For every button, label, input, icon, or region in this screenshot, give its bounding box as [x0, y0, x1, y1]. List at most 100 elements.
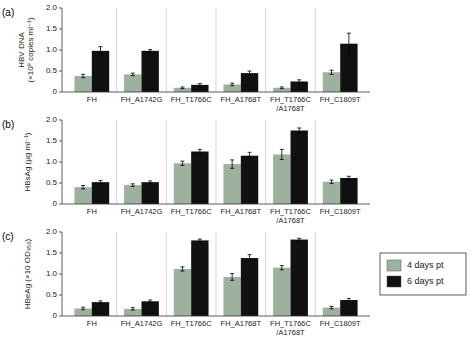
error-cap [230, 168, 234, 169]
label-line: FH_T1766C [171, 319, 212, 328]
error-line [249, 152, 250, 159]
error-bar [347, 298, 351, 301]
error-cap [198, 241, 202, 242]
error-cap [330, 183, 334, 184]
bar [291, 131, 308, 205]
bar [223, 84, 240, 92]
bar [273, 268, 290, 316]
x-tick-label: FH_T1766C [171, 319, 212, 328]
error-cap [131, 73, 135, 74]
y-tick-label: 1.0 [46, 269, 58, 278]
y-tick [59, 92, 62, 93]
bar [223, 164, 240, 204]
error-cap [280, 269, 284, 270]
panel-label: (c) [2, 231, 14, 242]
error-cap [180, 266, 184, 267]
label-line: HBsAg (µg ml⁻¹) [23, 132, 32, 191]
bar [174, 163, 191, 204]
bar [191, 152, 208, 205]
bar [92, 51, 109, 92]
error-cap [248, 71, 252, 72]
error-cap [248, 261, 252, 262]
label-line: FH_A1768T [221, 95, 262, 104]
bar [124, 74, 141, 92]
error-cap [131, 307, 135, 308]
error-line [100, 47, 101, 55]
error-line [249, 71, 250, 75]
error-cap [347, 33, 351, 34]
error-line [100, 180, 101, 183]
error-cap [131, 186, 135, 187]
divider [315, 232, 316, 316]
error-cap [99, 180, 103, 181]
y-tick-label: 1.0 [46, 157, 58, 166]
error-cap [347, 301, 351, 302]
y-tick [59, 120, 62, 121]
x-tick-label: FH_T1766C/A1768T [270, 207, 311, 225]
error-cap [280, 159, 284, 160]
error-line [182, 267, 183, 271]
error-cap [347, 298, 351, 299]
bar [340, 300, 357, 316]
x-tick-label: FH_A1768T [221, 207, 262, 216]
error-cap [280, 86, 284, 87]
x-tick-label: FH_C1809T [320, 95, 361, 104]
error-bar [297, 80, 301, 83]
y-tick-label: 0 [53, 87, 58, 96]
bar [191, 240, 208, 316]
y-axis-label: HBeAg (×10 OD₄₅₀) [23, 238, 32, 309]
label-line: FH [87, 207, 97, 216]
error-cap [280, 149, 284, 150]
bars [74, 128, 357, 204]
error-line [331, 180, 332, 183]
error-cap [297, 238, 301, 239]
error-line [348, 176, 349, 179]
error-line [348, 33, 349, 54]
bar [74, 76, 91, 92]
error-cap [131, 183, 135, 184]
background [0, 0, 474, 351]
error-bar [280, 266, 284, 270]
error-line [232, 160, 233, 168]
bar [174, 88, 191, 92]
divider [116, 232, 117, 316]
error-cap [99, 300, 103, 301]
error-cap [198, 86, 202, 87]
error-bar [81, 307, 85, 310]
x-tick-label: FH [87, 319, 97, 328]
error-cap [230, 273, 234, 274]
bar [323, 72, 340, 92]
panel: 00.51.01.52.0FHFH_A1742GFH_T1766CFH_A176… [2, 115, 370, 225]
legend-swatch [387, 276, 401, 287]
panel: 00.51.01.52.0FHFH_A1742GFH_T1766CFH_A176… [2, 227, 370, 337]
error-bar [131, 308, 135, 311]
divider [166, 8, 167, 92]
error-cap [81, 77, 85, 78]
error-line [281, 149, 282, 159]
label-line: FH_A1742G [121, 319, 163, 328]
legend-frame [380, 253, 466, 295]
error-cap [330, 306, 334, 307]
error-cap [347, 54, 351, 55]
error-bar [180, 161, 184, 165]
label-line: FH_C1809T [320, 319, 361, 328]
bar [223, 277, 240, 316]
error-bar [131, 184, 135, 187]
error-bar [99, 180, 103, 183]
error-cap [248, 159, 252, 160]
error-cap [248, 254, 252, 255]
error-bar [99, 301, 103, 304]
error-cap [330, 180, 334, 181]
bar [241, 258, 258, 316]
x-tick-label: FH_C1809T [320, 207, 361, 216]
error-bar [148, 181, 152, 184]
error-bar [330, 180, 334, 183]
error-line [348, 298, 349, 301]
error-cap [330, 308, 334, 309]
error-line [281, 266, 282, 270]
error-cap [248, 152, 252, 153]
error-cap [81, 188, 85, 189]
y-tick-label: 1.5 [46, 248, 58, 257]
y-tick [59, 295, 62, 296]
error-cap [230, 83, 234, 84]
